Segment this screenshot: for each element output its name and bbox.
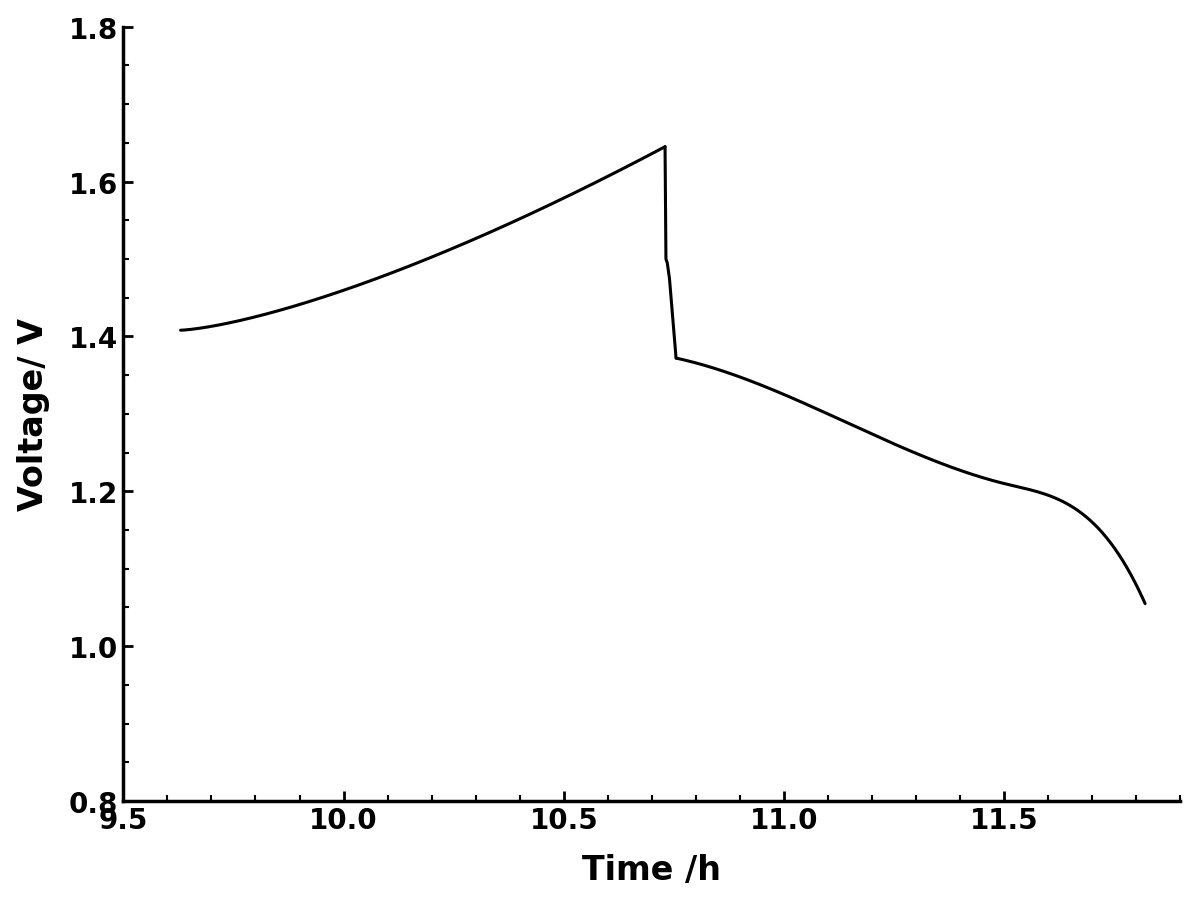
Y-axis label: Voltage/ V: Voltage/ V	[17, 318, 49, 511]
X-axis label: Time /h: Time /h	[582, 853, 722, 887]
